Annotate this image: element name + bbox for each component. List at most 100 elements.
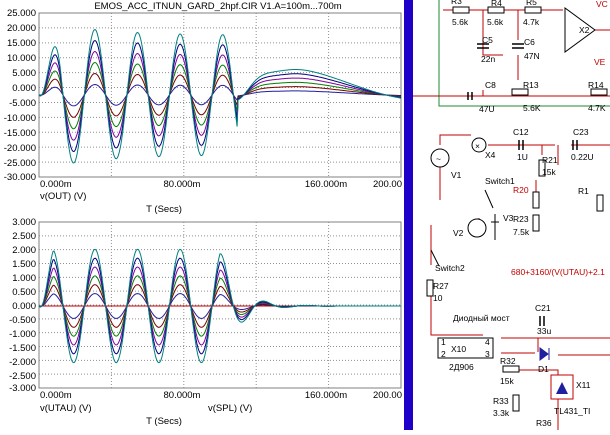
r14-label: R14 — [588, 80, 604, 90]
x-glyph: × — [475, 141, 480, 151]
bottom-ytick: 3.000 — [12, 217, 36, 228]
capacitor-c23-icon — [572, 140, 578, 150]
expression-label: 680+3160/(V(UTAU)+2.1 — [511, 267, 605, 277]
resistor-r1-icon — [596, 194, 604, 212]
top-plot[interactable]: 25.000 20.000 15.000 10.000 5.000 0.000 … — [4, 8, 402, 215]
resistors-mid — [426, 159, 604, 297]
resistor-r32-icon — [502, 365, 520, 373]
c12-label: C12 — [513, 127, 529, 137]
diode-d1-icon — [539, 347, 549, 361]
stage-enclosure — [438, 0, 610, 107]
pin-3: 3 — [485, 349, 490, 359]
pin-4: 4 — [485, 337, 490, 347]
bottom-ytick: 0.000 — [12, 301, 36, 312]
bottom-plot[interactable]: 3.000 2.500 2.000 1.500 1.000 0.500 0.00… — [9, 217, 402, 427]
c5-value: 22n — [481, 54, 495, 64]
source-v3-icon — [491, 214, 499, 240]
bottom-ytick: -1.000 — [9, 329, 36, 340]
c12-value: 1U — [517, 152, 528, 162]
top-ytick: -20.000 — [4, 143, 36, 154]
bottom-ytick: -2.500 — [9, 371, 36, 382]
capacitor-c5-icon — [477, 43, 489, 49]
r36-label: R36 — [536, 418, 552, 428]
bottom-trace-label-utau[interactable]: v(UTAU) (V) — [40, 403, 92, 414]
bottom-ytick: 0.500 — [12, 287, 36, 298]
r33-value: 3.3k — [493, 408, 510, 418]
schematic-svg: X2 VC VE R3 R4 R5 5.6k 5.6k 4.7k C5 22n … — [413, 0, 610, 430]
tl431-label: TL431_TI — [554, 406, 590, 416]
c6-label: C6 — [524, 37, 535, 47]
r5-label: R5 — [526, 0, 537, 7]
source-v2-icon — [467, 218, 487, 238]
v1-label: V1 — [451, 170, 462, 180]
top-xtick: 200.00 — [373, 179, 402, 190]
panel-divider[interactable] — [404, 0, 413, 430]
top-ytick: 5.000 — [12, 68, 36, 79]
r1-label: R1 — [578, 186, 589, 196]
capacitor-c8-icon — [467, 92, 473, 100]
r21-label: R21 — [542, 155, 558, 165]
r4-value: 5.6k — [487, 17, 504, 27]
r32-label: R32 — [500, 356, 516, 366]
c23-label: C23 — [573, 127, 589, 137]
multiplier-x4-icon — [471, 137, 487, 153]
x10-part: 2Д906 — [449, 362, 474, 372]
resistor-r20-icon — [532, 191, 540, 209]
d1-label: D1 — [538, 364, 549, 374]
bottom-ytick: -3.000 — [9, 383, 36, 394]
tl431-symbol-icon — [556, 382, 568, 394]
bottom-ytick: 2.500 — [12, 231, 36, 242]
bottom-ytick: -0.500 — [9, 315, 36, 326]
r13-label: R13 — [523, 80, 539, 90]
bottom-ytick: 1.000 — [12, 273, 36, 284]
r3-value: 5.6k — [452, 17, 469, 27]
c8-label: C8 — [485, 80, 496, 90]
r4-label: R4 — [491, 0, 502, 8]
waveform-trace — [38, 40, 402, 153]
bottom-xtick: 200.00 — [373, 390, 402, 401]
top-xtick: 0.000m — [40, 179, 72, 190]
resistor-r23-icon — [532, 214, 540, 232]
c8-value: 47U — [479, 104, 495, 114]
r27-value: 10 — [433, 293, 443, 303]
bottom-xtick: 160.000m — [305, 390, 347, 401]
c21-label: C21 — [535, 303, 551, 313]
resistor-r3-icon — [452, 6, 470, 14]
caps-top — [467, 43, 524, 100]
sine-glyph: ~ — [436, 154, 441, 164]
top-ytick: 15.000 — [7, 38, 36, 49]
x11-label: X11 — [576, 380, 591, 390]
vc-label: VC — [596, 0, 608, 9]
r5-value: 4.7k — [523, 17, 540, 27]
r33-label: R33 — [493, 396, 509, 406]
top-ytick: -30.000 — [4, 172, 36, 183]
v2-label: V2 — [453, 228, 464, 238]
bottom-xtick: 0.000m — [40, 390, 72, 401]
r21-value: 15k — [542, 167, 556, 177]
capacitor-c12-icon — [518, 140, 524, 150]
c21-value: 33u — [537, 326, 551, 336]
top-ytick: -25.000 — [4, 158, 36, 169]
v3-label: V3 — [503, 213, 514, 223]
c23-value: 0.22U — [571, 152, 594, 162]
top-ytick: 20.000 — [7, 23, 36, 34]
resistor-r13-icon — [511, 88, 529, 96]
top-trace-label[interactable]: v(OUT) (V) — [40, 191, 86, 202]
bottom-ytick: -2.000 — [9, 357, 36, 368]
r27-label: R27 — [433, 281, 449, 291]
r32-value: 15k — [500, 376, 514, 386]
switch2-label: Switch2 — [435, 263, 465, 273]
r23-value: 7.5k — [513, 227, 530, 237]
top-ytick: 10.000 — [7, 53, 36, 64]
top-ytick: 0.000 — [12, 83, 36, 94]
window-title: EMOS_ACC_ITNUN_GARD_2hpf.CIR V1.A=100m..… — [94, 1, 341, 12]
schematic-panel[interactable]: X2 VC VE R3 R4 R5 5.6k 5.6k 4.7k C5 22n … — [413, 0, 610, 430]
resistor-r33-icon — [512, 394, 520, 412]
c6-value: 47N — [524, 51, 540, 61]
top-plot-frame — [38, 12, 402, 178]
switch1-label: Switch1 — [485, 176, 515, 186]
waveform-trace — [38, 51, 402, 141]
bottom-ytick: -1.500 — [9, 343, 36, 354]
bottom-ytick: 1.500 — [12, 259, 36, 270]
bottom-trace-label-spl[interactable]: v(SPL) (V) — [208, 403, 252, 414]
